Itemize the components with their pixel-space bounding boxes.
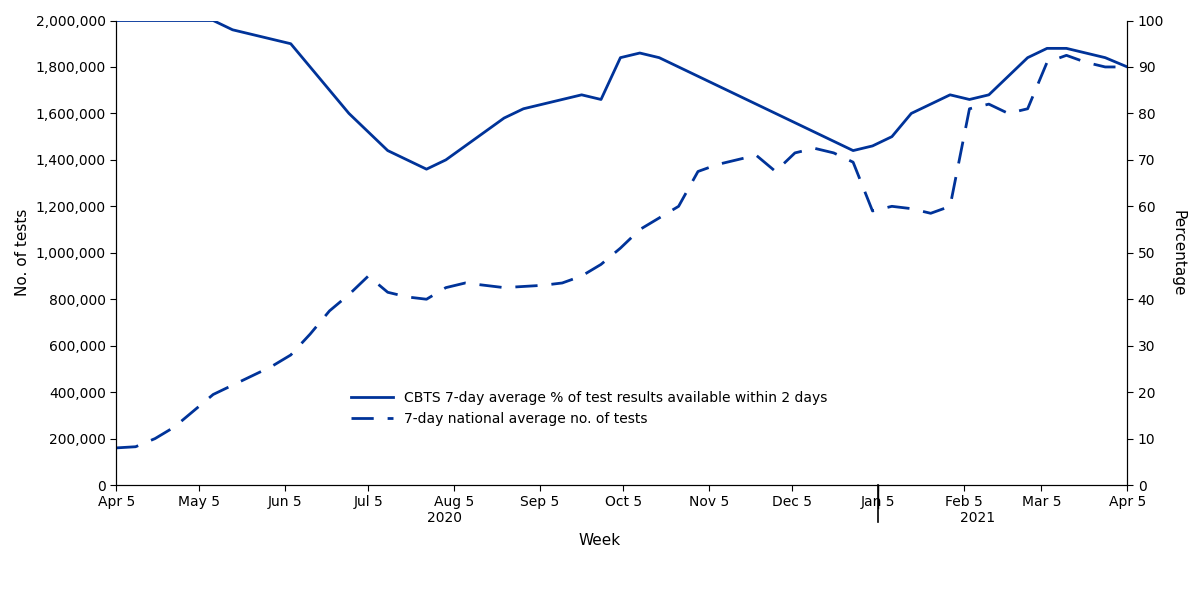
Text: 2021: 2021 bbox=[960, 511, 996, 524]
Text: 2020: 2020 bbox=[426, 511, 462, 524]
Y-axis label: No. of tests: No. of tests bbox=[14, 209, 30, 296]
Y-axis label: Percentage: Percentage bbox=[1170, 210, 1186, 296]
Text: Week: Week bbox=[578, 533, 622, 548]
Legend: CBTS 7-day average % of test results available within 2 days, 7-day national ave: CBTS 7-day average % of test results ava… bbox=[346, 386, 833, 432]
